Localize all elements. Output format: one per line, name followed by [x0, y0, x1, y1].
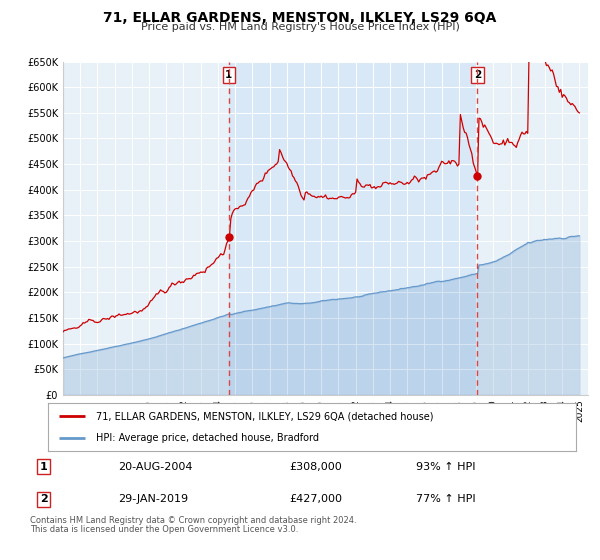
Text: Contains HM Land Registry data © Crown copyright and database right 2024.: Contains HM Land Registry data © Crown c… — [30, 516, 356, 525]
Text: This data is licensed under the Open Government Licence v3.0.: This data is licensed under the Open Gov… — [30, 525, 298, 534]
Text: HPI: Average price, detached house, Bradford: HPI: Average price, detached house, Brad… — [95, 433, 319, 443]
Text: 2: 2 — [474, 70, 481, 80]
Text: Price paid vs. HM Land Registry's House Price Index (HPI): Price paid vs. HM Land Registry's House … — [140, 22, 460, 32]
Text: 1: 1 — [226, 70, 233, 80]
Text: 1: 1 — [40, 461, 47, 472]
Text: 2: 2 — [40, 494, 47, 505]
Text: £308,000: £308,000 — [289, 461, 342, 472]
Bar — [229, 62, 478, 395]
Text: 71, ELLAR GARDENS, MENSTON, ILKLEY, LS29 6QA: 71, ELLAR GARDENS, MENSTON, ILKLEY, LS29… — [103, 11, 497, 25]
Text: 93% ↑ HPI: 93% ↑ HPI — [416, 461, 476, 472]
Text: 77% ↑ HPI: 77% ↑ HPI — [416, 494, 476, 505]
Text: £427,000: £427,000 — [289, 494, 343, 505]
Text: 71, ELLAR GARDENS, MENSTON, ILKLEY, LS29 6QA (detached house): 71, ELLAR GARDENS, MENSTON, ILKLEY, LS29… — [95, 411, 433, 421]
Text: 20-AUG-2004: 20-AUG-2004 — [118, 461, 193, 472]
Text: 29-JAN-2019: 29-JAN-2019 — [118, 494, 188, 505]
